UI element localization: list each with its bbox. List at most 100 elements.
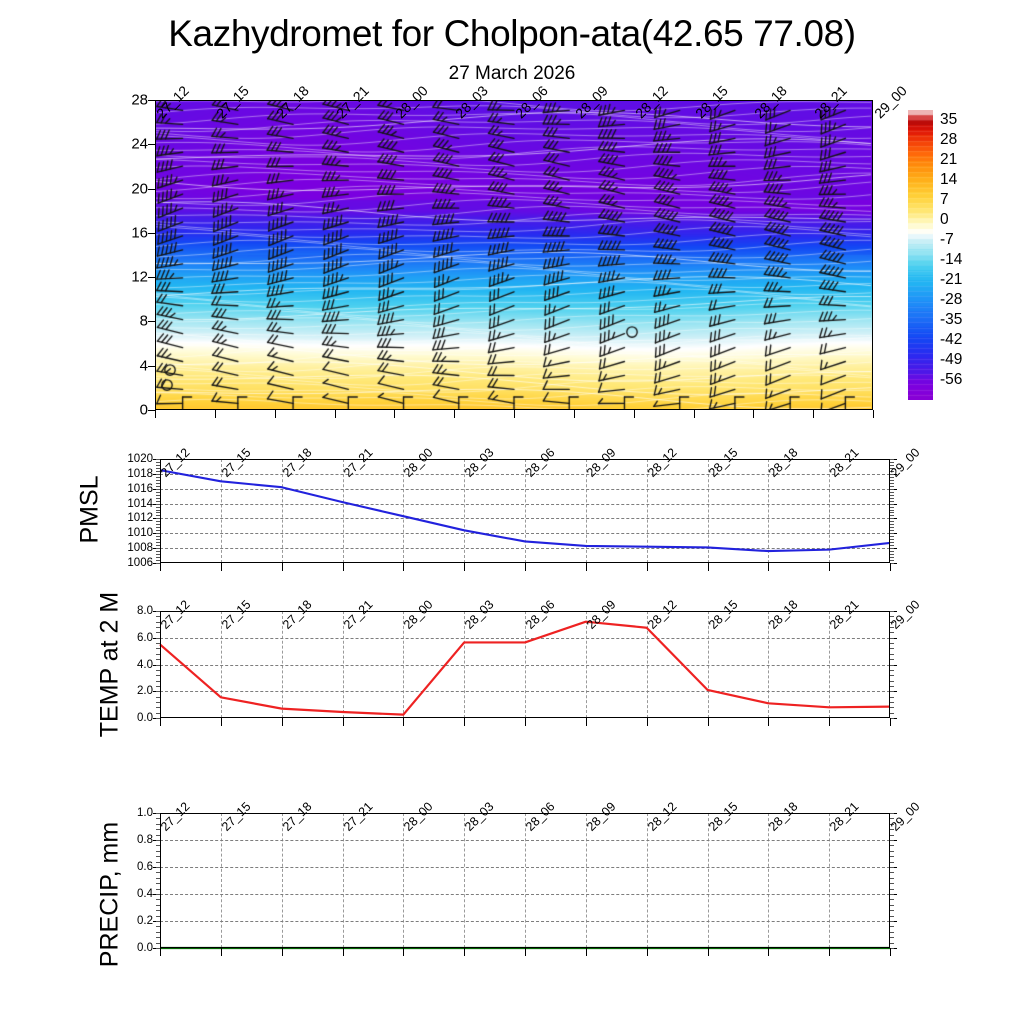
precip-minor-tick [156,899,160,901]
pmsl-x-tickmark [403,563,405,571]
temp-x-tickmark [220,718,222,726]
precip-tick-0p4: 0.4 [137,888,153,900]
pmsl-tick-1016: 1016 [127,482,153,495]
pmsl-x-tickmark [220,563,222,571]
cross-section-panel: 0 4 8 12 16 20 24 28 27_12 27_15 27_18 27_21 28_00 2… [131,82,910,418]
pmsl-minor-tick [890,476,894,478]
pmsl-minor-tick [156,551,160,553]
pmsl-x-tickmark [585,563,587,571]
temp-minor-tick [156,648,160,650]
pmsl-minor-tick [156,557,160,559]
pmsl-minor-tick [890,473,894,475]
cross-section-tick-28: 28 [131,91,148,109]
temp-minor-tick [890,648,894,650]
pmsl-minor-tick [890,515,894,517]
precip-vgrid [525,813,526,948]
temp-x-tickmark [403,718,405,726]
precip-vgrid [403,813,405,948]
pmsl-minor-tick [156,560,160,562]
precip-minor-tick [890,937,894,939]
pmsl-minor-tick [890,488,894,490]
pmsl-minor-tick [156,518,160,520]
pmsl-minor-tick [890,479,894,481]
precip-minor-tick [890,942,894,944]
cross-section-plot-area [155,100,873,410]
pmsl-minor-tick [156,527,160,529]
cross-section-x-tickmark [514,410,515,418]
pmsl-vgrid [342,459,344,563]
precip-x-tickmark [220,948,222,956]
pmsl-vgrid [829,459,831,563]
pmsl-minor-tick [890,551,894,553]
temp-minor-tick [156,701,160,703]
pmsl-series-line [160,459,890,563]
temp-minor-tick [890,675,894,677]
cross-section-tick-20: 20 [131,180,148,198]
precip-minor-tick [156,840,160,841]
pmsl-tick-1010: 1010 [127,527,153,540]
pmsl-minor-tick [890,459,894,460]
cross-section-tickmark [148,100,155,101]
precip-vgrid [768,813,770,948]
temp-minor-tick [890,680,894,682]
pmsl-minor-tick [156,524,160,526]
cross-section-x-tickmark [155,410,156,418]
pmsl-hgrid [160,518,890,520]
precip-vgrid [829,813,831,948]
precip-minor-tick [890,904,894,906]
precip-minor-tick [890,888,894,890]
cross-section-tickmark [148,232,155,234]
precip-hgrid [160,921,890,922]
precip-x-tickmark [768,948,770,956]
precip-x-tickmark [160,948,161,956]
precip-minor-tick [890,829,894,831]
pmsl-minor-tick [156,515,160,517]
precip-minor-tick [156,910,160,912]
pmsl-minor-tick [890,464,894,466]
precip-minor-tick [890,856,894,858]
cross-section-x-tickmark [693,410,695,418]
pmsl-minor-tick [156,470,160,472]
precip-minor-tick [890,867,894,868]
page-subtitle: 27 March 2026 [448,63,576,84]
precip-x-tickmark [464,948,466,956]
pmsl-vgrid [403,459,405,563]
precip-minor-tick [890,921,894,922]
precip-minor-tick [890,931,894,933]
pmsl-minor-tick [156,536,160,538]
pmsl-minor-tick [156,503,160,505]
temp-minor-tick [156,712,160,714]
pmsl-minor-tick [890,554,894,556]
precip-minor-tick [156,850,160,852]
pmsl-minor-tick [890,524,894,526]
temp-minor-tick [156,707,160,709]
pmsl-minor-tick [156,459,160,460]
temp-panel: 0.0 2.0 4.0 6.0 8.0 27_12 27_15 27_18 27_21 28_0… [137,597,922,726]
cross-section-tick-12: 12 [131,268,148,286]
precip-x-tickmark [890,948,891,956]
precip-minor-tick [156,915,160,917]
pmsl-vgrid [707,459,709,563]
precip-minor-tick [156,948,160,949]
pmsl-minor-tick [156,482,160,484]
pmsl-frame [160,459,890,563]
temp-tick-0p0: 0.0 [137,712,153,724]
pmsl-x-tickmark [160,563,161,571]
cross-section-x-tickmark [753,410,755,418]
pmsl-vgrid [768,459,770,563]
pmsl-minor-tick [156,563,160,564]
temp-minor-tick [890,664,894,666]
pmsl-minor-tick [890,545,894,547]
precip-minor-tick [156,856,160,858]
colorbar-tick-14: 14 [940,171,958,188]
pmsl-vgrid [220,459,222,563]
precip-minor-tick [890,915,894,917]
pmsl-minor-tick [156,494,160,496]
precip-minor-tick [156,904,160,906]
colorbar-tick-minus42: -42 [940,331,963,348]
precip-minor-tick [890,872,894,874]
pmsl-x-tickmark [464,563,466,571]
pmsl-hgrid [160,473,890,475]
precip-minor-tick [156,823,160,825]
temp-minor-tick [156,659,160,661]
